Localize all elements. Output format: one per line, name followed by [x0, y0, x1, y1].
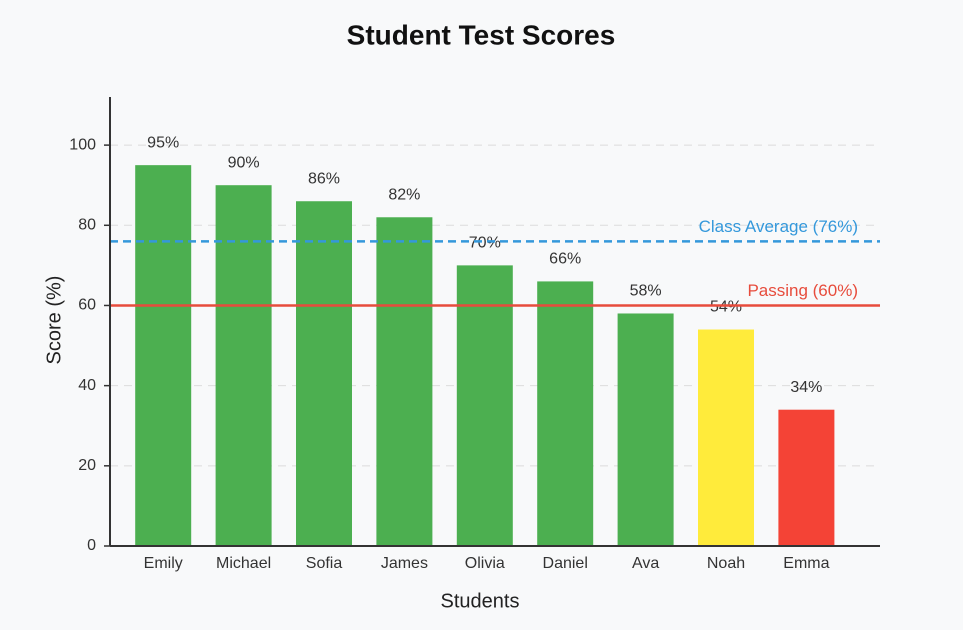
value-label: 90%	[228, 154, 260, 171]
reference-label: Class Average (76%)	[699, 217, 858, 236]
value-label: 86%	[308, 170, 340, 187]
y-tick-label: 80	[78, 217, 96, 234]
x-axis-title: Students	[441, 590, 520, 612]
y-tick-label: 20	[78, 457, 96, 474]
bar	[296, 201, 352, 546]
x-tick-label: James	[381, 555, 428, 572]
y-tick-label: 60	[78, 297, 96, 314]
y-tick-label: 100	[69, 136, 96, 153]
value-label: 58%	[630, 283, 662, 300]
y-axis-title: Score (%)	[43, 276, 65, 365]
x-tick-label: Ava	[632, 555, 659, 572]
x-tick-label: Sofia	[306, 555, 343, 572]
reference-label: Passing (60%)	[747, 281, 858, 300]
value-label: 54%	[710, 299, 742, 316]
value-label: 34%	[790, 379, 822, 396]
x-tick-label: Emma	[783, 555, 829, 572]
x-tick-label: Daniel	[543, 555, 588, 572]
bar	[376, 217, 433, 546]
x-tick-label: Michael	[216, 555, 271, 572]
bar	[778, 409, 835, 546]
x-tick-label: Olivia	[465, 555, 505, 572]
bar	[215, 185, 272, 547]
value-label: 66%	[549, 251, 581, 268]
value-label: 82%	[388, 186, 420, 203]
bar	[537, 281, 594, 546]
bar	[617, 313, 674, 546]
bar	[135, 165, 192, 546]
value-label: 95%	[147, 134, 179, 151]
y-tick-label: 40	[78, 377, 96, 394]
x-tick-label: Emily	[144, 555, 183, 572]
bar	[456, 265, 513, 546]
chart-title: Student Test Scores	[347, 19, 616, 50]
x-tick-label: Noah	[707, 555, 745, 572]
value-label: 70%	[469, 235, 501, 252]
bar	[698, 329, 754, 546]
y-tick-label: 0	[87, 537, 96, 554]
